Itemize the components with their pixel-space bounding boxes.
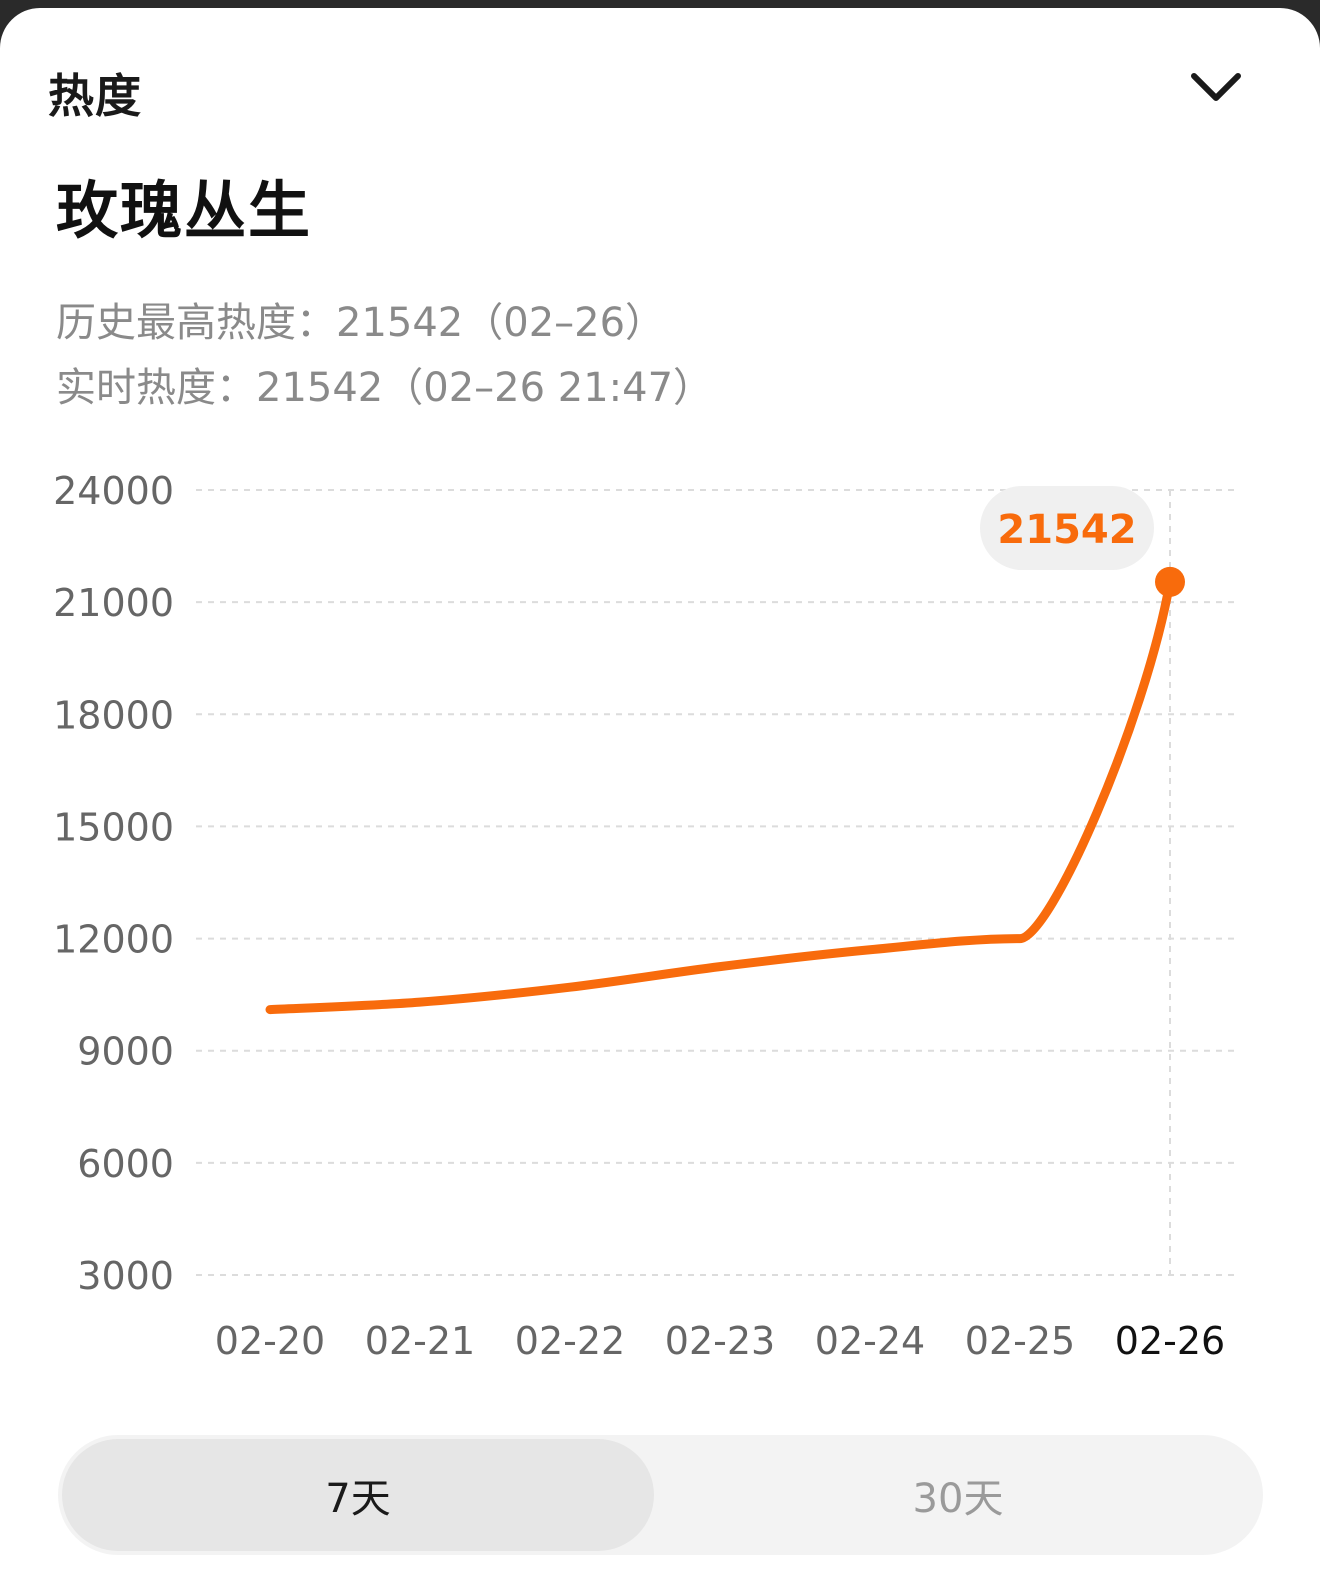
chevron-down-icon [1191, 73, 1241, 101]
time-range-selector: 7天 30天 [58, 1435, 1263, 1555]
history-peak-text: 历史最高热度：21542（02–26） [56, 300, 666, 346]
panel-title: 热度 [48, 69, 142, 123]
tab-7-days[interactable]: 7天 [62, 1439, 654, 1551]
realtime-heat-text: 实时热度：21542（02–26 21:47） [56, 365, 714, 411]
heat-panel: 热度 玫瑰丛生 历史最高热度：21542（02–26） 实时热度：21542（0… [0, 8, 1320, 1593]
tab-30-days[interactable]: 30天 [912, 1476, 1004, 1522]
topic-title: 玫瑰丛生 [56, 174, 313, 247]
collapse-button[interactable] [1180, 56, 1252, 116]
